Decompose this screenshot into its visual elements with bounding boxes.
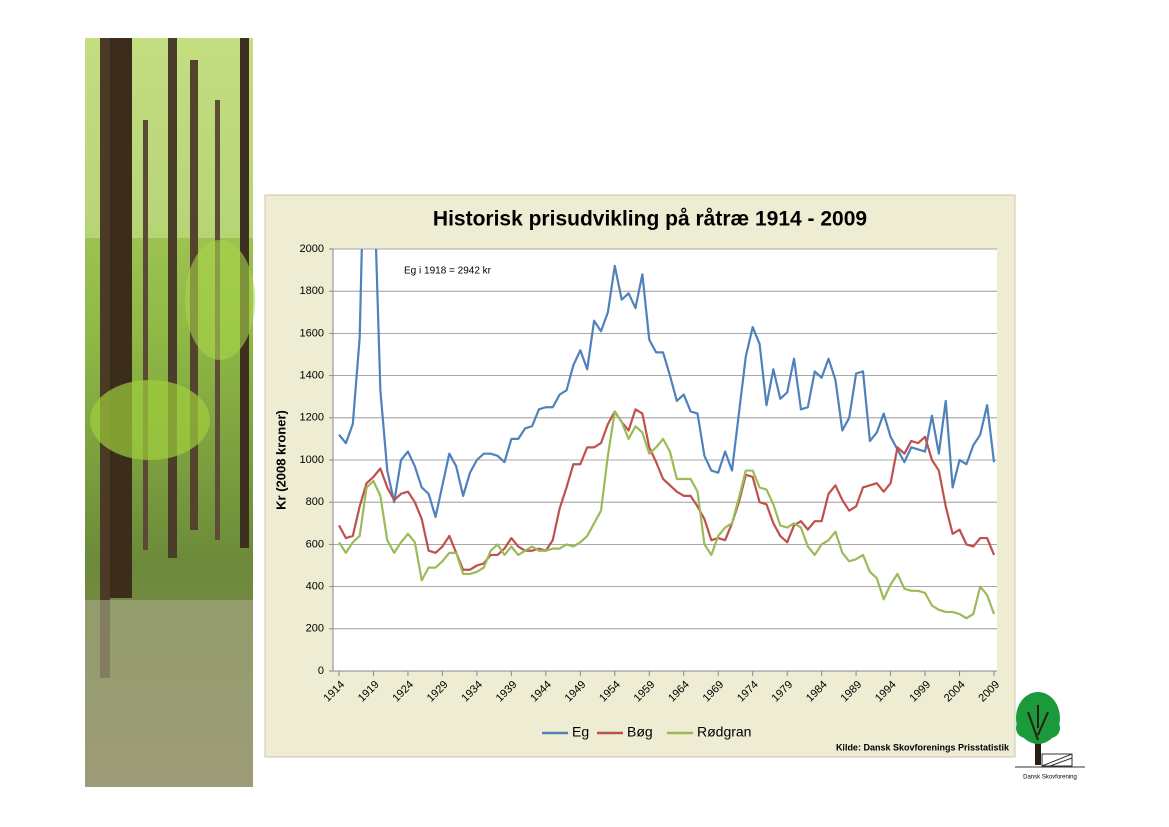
- y-tick-label: 200: [306, 623, 324, 635]
- logo-tree: [1015, 692, 1085, 768]
- chart-title: Historisk prisudvikling på råtræ 1914 - …: [433, 208, 867, 231]
- y-tick-label: 400: [306, 581, 324, 593]
- series-line: [338, 410, 996, 620]
- y-tick-label: 1600: [300, 327, 324, 339]
- series-line: [338, 249, 996, 519]
- legend-label: Eg: [572, 724, 589, 740]
- y-tick-label: 1400: [300, 370, 324, 382]
- y-tick-label: 1000: [300, 454, 324, 466]
- y-tick-label: 2000: [300, 243, 324, 255]
- y-tick-label: 1800: [300, 285, 324, 297]
- y-axis-label: Kr (2008 kroner): [273, 410, 288, 510]
- legend-label: Rødgran: [697, 724, 751, 740]
- annotation: Eg i 1918 = 2942 kr: [404, 266, 492, 277]
- forest-photo: [85, 38, 255, 787]
- y-tick-label: 600: [306, 538, 324, 550]
- logo-text: Dansk Skovforening: [1023, 775, 1077, 781]
- source-note: Kilde: Dansk Skovforenings Prisstatistik: [836, 742, 1010, 752]
- legend-label: Bøg: [627, 724, 653, 740]
- y-tick-label: 0: [318, 665, 324, 677]
- y-tick-label: 800: [306, 496, 324, 508]
- y-tick-label: 1200: [300, 412, 324, 424]
- series-line: [338, 408, 996, 571]
